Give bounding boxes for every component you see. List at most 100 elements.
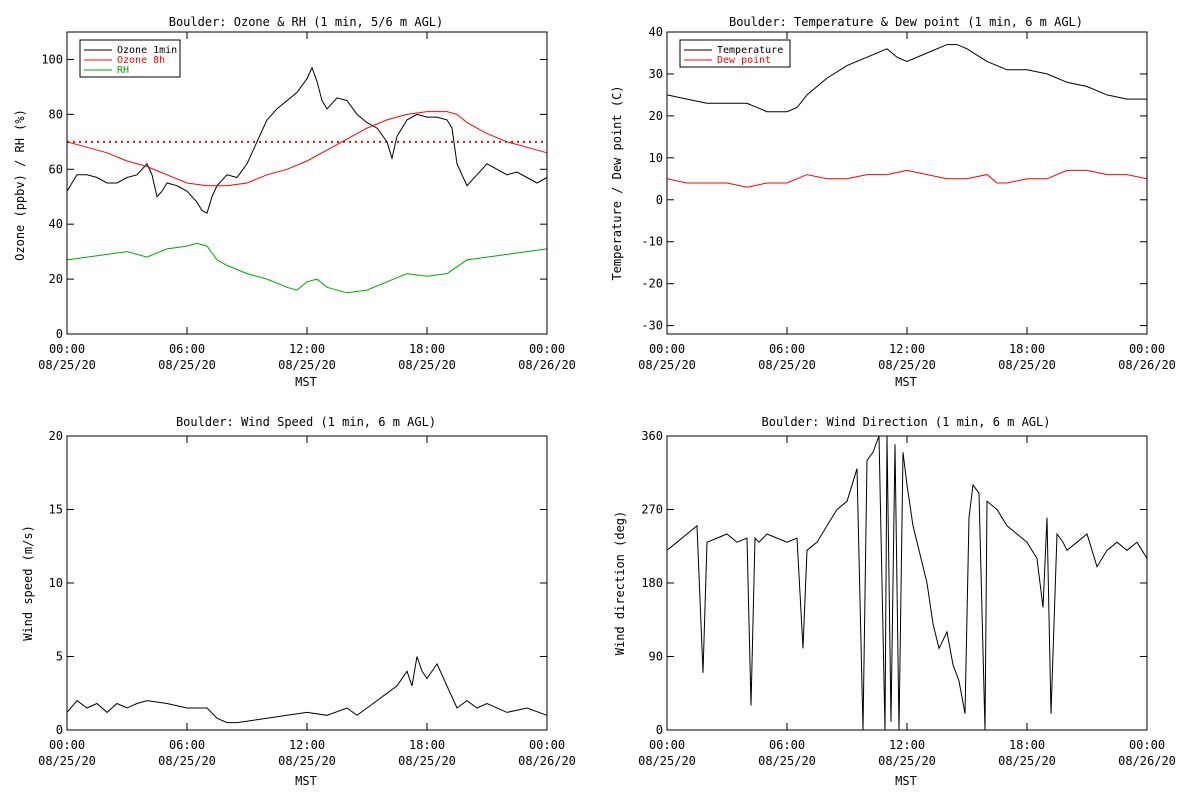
x-tick-label-date: 08/25/20 — [758, 754, 816, 768]
legend-box — [79, 39, 181, 78]
x-tick-label-date: 08/26/20 — [1118, 754, 1176, 768]
y-tick-label: 40 — [49, 217, 63, 231]
x-tick-label-date: 08/25/20 — [758, 358, 816, 372]
x-tick-label-time: 12:00 — [889, 342, 925, 356]
plot-frame — [66, 435, 548, 731]
chart-temperature-dewpoint: Boulder: Temperature & Dew point (1 min,… — [610, 15, 1176, 389]
x-tick-label-time: 06:00 — [169, 342, 205, 356]
x-tick-label-date: 08/25/20 — [878, 754, 936, 768]
x-tick-label-time: 00:00 — [1129, 738, 1165, 752]
x-tick-label-time: 00:00 — [649, 342, 685, 356]
y-tick-label: 10 — [649, 151, 663, 165]
y-tick-label: 5 — [56, 650, 63, 664]
x-tick-label-time: 00:00 — [529, 342, 565, 356]
chart-title: Boulder: Temperature & Dew point (1 min,… — [729, 15, 1083, 29]
x-tick-label-date: 08/26/20 — [518, 358, 576, 372]
x-tick-label-date: 08/25/20 — [38, 358, 96, 372]
legend-label-ozone-1min: Ozone 1min — [117, 45, 177, 56]
x-tick-label-time: 00:00 — [529, 738, 565, 752]
plot-area-wind-speed: 0 5 10 15 20 00:00 08/25/20 06:00 08/25/20 12:00 0… — [38, 429, 576, 768]
chart-title: Boulder: Ozone & RH (1 min, 5/6 m AGL) — [169, 15, 444, 29]
x-tick-label-time: 12:00 — [289, 342, 325, 356]
y-tick-label: 0 — [56, 327, 63, 341]
x-tick-label-date: 08/25/20 — [878, 358, 936, 372]
x-axis-label: MST — [295, 375, 317, 389]
series-line-1 — [666, 169, 1148, 188]
x-tick-label-time: 06:00 — [769, 342, 805, 356]
x-tick-label-date: 08/25/20 — [278, 358, 336, 372]
series-line-1 — [66, 111, 548, 187]
x-tick-label-time: 00:00 — [49, 738, 85, 752]
x-tick-label-date: 08/25/20 — [638, 358, 696, 372]
y-tick-label: -30 — [641, 319, 663, 333]
y-tick-label: -10 — [641, 235, 663, 249]
plot-frame — [666, 435, 1148, 731]
chart-wind-speed: Boulder: Wind Speed (1 min, 6 m AGL) Win… — [21, 415, 576, 788]
y-tick-label: 15 — [49, 503, 63, 517]
x-tick-label-time: 18:00 — [1009, 342, 1045, 356]
y-tick-label: 80 — [49, 107, 63, 121]
x-tick-label-date: 08/25/20 — [38, 754, 96, 768]
x-tick-label-time: 18:00 — [409, 738, 445, 752]
y-tick-label: 100 — [41, 52, 63, 66]
x-tick-label-date: 08/25/20 — [158, 754, 216, 768]
legend-box — [679, 39, 791, 68]
x-axis-label: MST — [895, 375, 917, 389]
y-axis-label: Wind speed (m/s) — [21, 525, 35, 641]
y-tick-label: 20 — [49, 429, 63, 443]
x-tick-label-time: 18:00 — [409, 342, 445, 356]
y-axis-label: Ozone (ppbv) / RH (%) — [13, 109, 27, 261]
plot-frame — [666, 31, 1148, 335]
y-tick-label: 0 — [656, 723, 663, 737]
legend-label-dew-point: Dew point — [717, 55, 771, 66]
x-tick-label-date: 08/25/20 — [998, 358, 1056, 372]
x-tick-label-time: 12:00 — [289, 738, 325, 752]
x-tick-label-time: 00:00 — [649, 738, 685, 752]
y-tick-label: 40 — [649, 25, 663, 39]
y-tick-label: 90 — [649, 650, 663, 664]
legend-label-temperature: Temperature — [717, 45, 783, 56]
series-line-0 — [666, 44, 1147, 113]
chart-title: Boulder: Wind Speed (1 min, 6 m AGL) — [176, 415, 436, 429]
legend: Temperature Dew point — [679, 39, 791, 68]
y-tick-label: 60 — [49, 162, 63, 176]
series-line-2 — [66, 242, 548, 294]
series-line-0 — [666, 435, 1148, 731]
x-axis-label: MST — [895, 774, 917, 788]
x-tick-label-time: 06:00 — [169, 738, 205, 752]
y-tick-label: 20 — [49, 272, 63, 286]
y-tick-label: 180 — [641, 576, 663, 590]
x-tick-label-date: 08/25/20 — [998, 754, 1056, 768]
y-tick-label: -20 — [641, 277, 663, 291]
series-line-0 — [66, 66, 548, 214]
x-tick-label-date: 08/26/20 — [518, 754, 576, 768]
x-tick-label-time: 00:00 — [49, 342, 85, 356]
chart-wind-direction: Boulder: Wind Direction (1 min, 6 m AGL)… — [613, 415, 1176, 788]
x-tick-label-date: 08/25/20 — [638, 754, 696, 768]
x-tick-label-date: 08/25/20 — [278, 754, 336, 768]
x-tick-label-time: 12:00 — [889, 738, 925, 752]
legend-label-ozone-8h: Ozone 8h — [117, 55, 165, 66]
x-tick-label-time: 06:00 — [769, 738, 805, 752]
legend-label-rh: RH — [117, 65, 129, 76]
legend: Ozone 1min Ozone 8h RH — [79, 39, 181, 78]
y-axis-label: Temperature / Dew point (C) — [610, 85, 624, 280]
y-tick-label: 10 — [49, 576, 63, 590]
x-tick-label-date: 08/25/20 — [158, 358, 216, 372]
y-tick-label: 360 — [641, 429, 663, 443]
plot-area-temperature-dewpoint: -30 -20 -10 0 10 20 30 40 00:00 08/25/20 06:00 08/2… — [638, 25, 1176, 372]
x-axis-label: MST — [295, 774, 317, 788]
series-line-0 — [66, 656, 548, 724]
y-tick-label: 270 — [641, 503, 663, 517]
x-tick-label-time: 18:00 — [1009, 738, 1045, 752]
y-tick-label: 30 — [649, 67, 663, 81]
x-tick-label-date: 08/26/20 — [1118, 358, 1176, 372]
x-tick-label-date: 08/25/20 — [398, 358, 456, 372]
x-tick-label-date: 08/25/20 — [398, 754, 456, 768]
chart-title: Boulder: Wind Direction (1 min, 6 m AGL) — [762, 415, 1051, 429]
chart-ozone-rh: Boulder: Ozone & RH (1 min, 5/6 m AGL) O… — [13, 15, 576, 389]
plot-area-ozone-rh: 0 20 40 60 80 100 00:00 08/25/20 06:00 08/25/20 12… — [38, 31, 576, 372]
y-tick-label: 20 — [649, 109, 663, 123]
y-axis-label: Wind direction (deg) — [613, 511, 627, 656]
